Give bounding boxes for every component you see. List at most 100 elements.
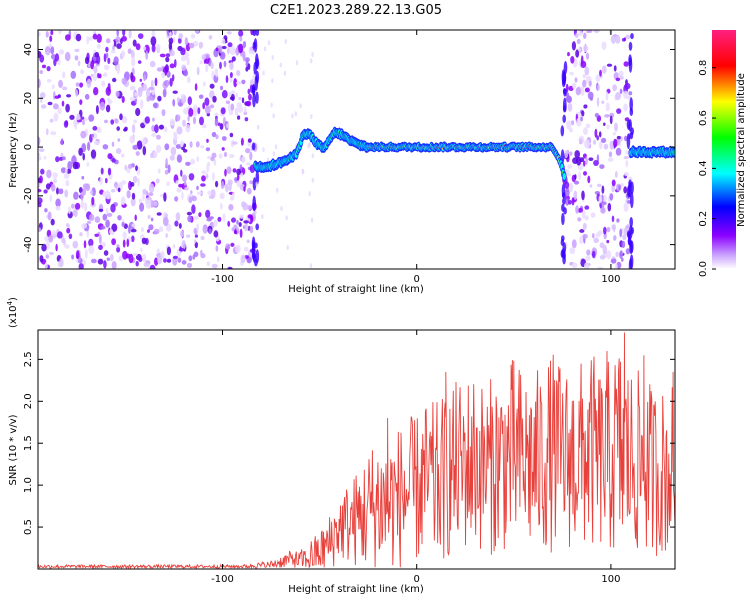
snr-panel: -100 0 100 0.5 1.0 1.5 2.0 2.5 Height of straig… [6,297,676,595]
noise-cell [120,153,125,158]
noise-cell [38,155,42,161]
noise-cell [162,88,167,98]
noise-cell [164,169,169,175]
noise-cell [86,35,89,45]
noise-cell [77,60,81,67]
noise-cell [80,200,85,209]
noise-cell [131,57,136,67]
noise-cell [80,191,84,201]
noise-cell [611,179,616,187]
noise-cell [239,214,245,219]
noise-cell [167,164,171,174]
noise-cell [50,218,55,226]
noise-cell [215,180,219,188]
noise-cell [601,185,605,194]
noise-cell [63,120,69,128]
noise-cell [222,213,226,223]
noise-cell [132,144,139,150]
noise-cell [103,72,108,77]
noise-cell [229,62,234,70]
noise-cell [38,31,41,37]
noise-cell [115,148,122,154]
noise-cell [78,263,84,269]
noise-cell [75,89,79,97]
noise-cell [211,152,217,158]
noise-cell [580,116,583,122]
noise-cell [75,250,80,260]
noise-streak [252,30,257,37]
noise-cell [221,147,225,151]
noise-cell [164,143,170,151]
noise-cell [43,189,48,194]
noise-cell [190,33,196,39]
noise-cell [193,215,199,220]
noise-cell [90,190,94,195]
noise-cell [227,42,233,48]
noise-cell [130,197,136,207]
noise-cell [228,109,234,116]
noise-cell [118,255,124,262]
noise-cell [105,207,109,214]
noise-cell [596,135,599,141]
noise-cell [88,238,94,247]
noise-cell [120,196,126,206]
noise-cell [233,224,238,229]
noise-cell [231,56,236,62]
noise-cell [110,119,115,125]
noise-cell [59,258,64,268]
noise-cell [121,77,128,85]
noise-cell [283,70,287,76]
noise-cell [121,222,125,227]
noise-cell [227,266,233,269]
noise-cell [173,133,178,141]
noise-cell [230,242,235,247]
noise-cell [91,196,95,206]
noise-streak [562,251,566,260]
noise-cell [180,169,183,177]
noise-cell [55,198,61,208]
noise-cell [159,226,164,233]
noise-cell [165,56,170,63]
noise-cell [121,96,125,103]
noise-cell [225,75,229,84]
noise-cell [187,96,192,106]
noise-cell [210,62,214,69]
noise-cell [176,187,182,193]
noise-cell [245,148,251,154]
noise-cell [124,126,128,131]
noise-cell [614,171,618,178]
noise-cell [237,115,241,120]
noise-cell [236,225,240,235]
noise-cell [79,82,84,88]
noise-cell [198,94,204,99]
spectrogram-xtick-label: 0 [414,274,420,285]
noise-cell [241,79,246,85]
noise-cell [39,70,43,74]
noise-cell [143,262,150,268]
noise-cell [50,131,57,136]
noise-cell [249,151,253,161]
noise-cell [616,135,621,140]
noise-streak [252,195,256,212]
noise-cell [309,263,313,269]
noise-cell [233,230,238,235]
noise-cell [607,157,614,162]
noise-cell [565,83,569,93]
noise-cell [609,115,613,125]
noise-cell [200,235,205,241]
noise-cell [111,261,117,269]
noise-cell [612,84,617,92]
noise-cell [270,102,273,108]
noise-cell [591,250,596,259]
noise-cell [221,45,227,50]
noise-cell [588,157,594,161]
noise-cell [98,208,104,212]
noise-cell [286,245,289,251]
colorbar-label: Normalized spectral amplitude [736,73,747,227]
noise-cell [301,169,305,175]
noise-cell [166,258,172,263]
noise-streak [255,170,260,185]
noise-cell [135,151,140,156]
noise-cell [223,151,228,158]
noise-cell [169,77,173,87]
